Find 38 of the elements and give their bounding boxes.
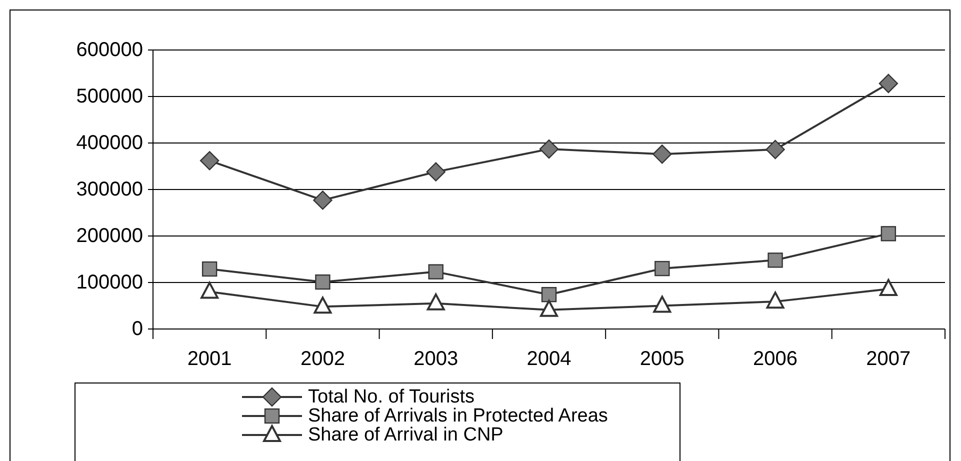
point xyxy=(313,190,332,210)
y-tick-label: 200000 xyxy=(76,225,143,247)
point xyxy=(426,162,446,182)
x-tick-label: 2002 xyxy=(300,348,345,370)
point xyxy=(879,279,898,296)
x-tick-label: 2006 xyxy=(753,348,798,370)
x-tick-label: 2004 xyxy=(526,348,572,370)
point xyxy=(200,151,220,170)
y-tick-label: 100000 xyxy=(76,272,143,294)
point xyxy=(880,226,896,242)
y-tick-label: 600000 xyxy=(76,39,143,61)
point xyxy=(200,282,219,299)
point xyxy=(428,264,444,280)
x-tick-label: 2007 xyxy=(866,348,911,370)
x-tick-label: 2003 xyxy=(414,348,458,370)
point xyxy=(314,296,332,314)
point xyxy=(202,261,218,277)
y-tick-label: 300000 xyxy=(76,178,143,200)
x-tick-label: 2005 xyxy=(640,348,684,370)
point xyxy=(766,292,784,309)
point xyxy=(653,296,672,313)
legend-label: Total No. of Tourists xyxy=(308,386,475,408)
legend-label: Share of Arrival in CNP xyxy=(308,424,504,446)
point xyxy=(654,260,670,276)
legend-label: Share of Arrivals in Protected Areas xyxy=(308,406,608,426)
point xyxy=(878,74,898,94)
y-tick-label: 0 xyxy=(132,318,143,340)
point xyxy=(539,139,559,159)
x-tick-label: 2001 xyxy=(187,348,232,370)
point xyxy=(540,300,558,317)
y-tick-label: 500000 xyxy=(76,86,143,108)
point xyxy=(768,252,783,268)
y-tick-label: 400000 xyxy=(76,132,143,154)
point xyxy=(541,286,557,302)
point xyxy=(315,274,330,290)
point xyxy=(766,140,785,160)
point xyxy=(426,293,445,310)
point xyxy=(652,144,672,164)
